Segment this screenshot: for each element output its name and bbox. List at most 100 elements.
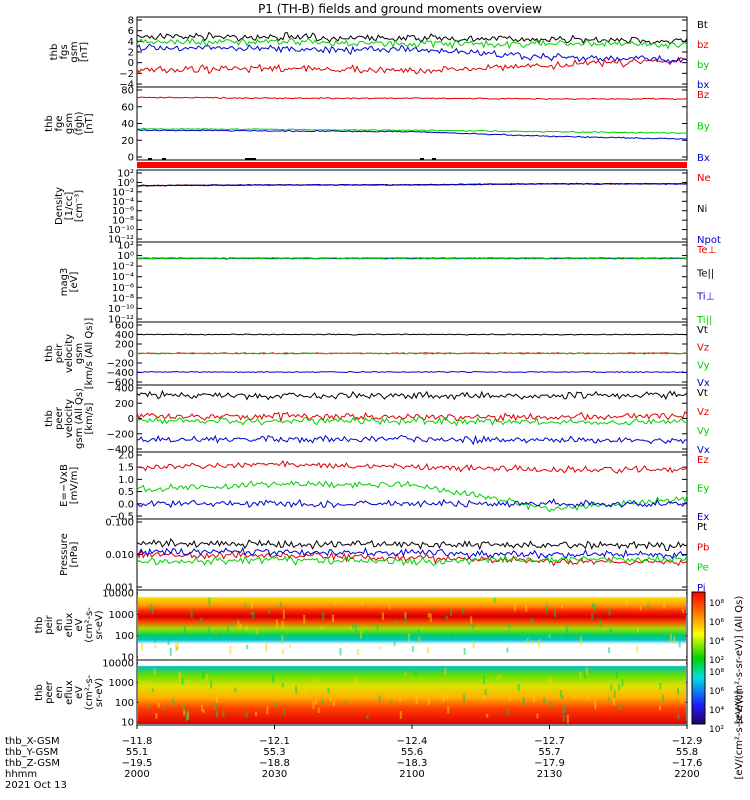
ion_spec-speckle — [176, 646, 179, 651]
ion_spec-speckle — [451, 632, 454, 641]
elec_spec-ylabel: thb — [34, 684, 45, 701]
ion_spec-speckle — [237, 620, 240, 629]
elec_spec-ylabel: peer — [44, 680, 55, 704]
elec_spec-speckle — [486, 713, 489, 718]
elec_spec-speckle — [561, 695, 564, 700]
fgs-ytick-label: 2 — [128, 48, 134, 59]
ion_spec-speckle — [232, 620, 235, 626]
elec_spec-speckle — [266, 706, 269, 715]
bottom-tick-value: −11.8 — [122, 736, 153, 747]
elec_spec-speckle — [304, 688, 307, 695]
density-ylabel: [cm⁻³] — [74, 190, 85, 222]
bottom-tick-value: −12.4 — [397, 736, 428, 747]
ve-legend-0: Vt — [697, 388, 708, 399]
temp-ylabel: [eV] — [69, 272, 80, 293]
fge-ytick-label: 80 — [121, 86, 134, 97]
bottom-tick-value: −12.1 — [259, 736, 290, 747]
elec_spec-speckle — [506, 708, 509, 716]
colorbar-label: [eV/(cm²-s-sr-eV)] (All Qs) — [734, 596, 745, 725]
ion_spec-speckle — [282, 609, 285, 619]
elec_spec-speckle — [234, 687, 237, 692]
ion_spec-speckle — [281, 620, 284, 629]
ion_spec-ylabel: eflux — [64, 613, 75, 638]
elec_spec-speckle — [524, 689, 527, 695]
ion_spec-speckle — [388, 603, 391, 610]
temp-ytick-label: 10⁻⁶ — [112, 283, 134, 294]
elec_spec-speckle — [185, 712, 188, 722]
ion_spec-speckle — [565, 625, 568, 632]
ion_spec-speckle — [142, 601, 145, 606]
elec_spec-speckle — [155, 712, 158, 719]
elec_spec-speckle — [613, 698, 616, 706]
elec_spec-spectrogram — [138, 661, 686, 724]
bottom-tick-value: −12.9 — [672, 736, 703, 747]
ion_spec-speckle — [177, 642, 180, 648]
ion_spec-ylabel: sr-eV) — [94, 610, 105, 639]
ion_spec-speckle — [682, 609, 685, 613]
ion_spec-speckle — [354, 624, 357, 632]
elec_spec-speckle — [183, 709, 186, 716]
ion_spec-speckle — [545, 603, 548, 613]
fgs-ylabel: thb — [49, 44, 60, 61]
elec_spec-speckle — [182, 704, 185, 712]
ion_spec-speckle — [513, 603, 516, 612]
ion_spec-speckle — [239, 623, 242, 629]
bottom-tick-value: 55.6 — [401, 747, 423, 758]
pressure-ytick-label: 0.001 — [105, 583, 134, 594]
bottom-tick-value: 55.7 — [538, 747, 560, 758]
elec_spec-speckle — [171, 698, 174, 706]
elec_spec-speckle — [331, 685, 334, 691]
elec_spec-speckle — [536, 713, 539, 719]
density-legend-0: Ne — [697, 173, 711, 184]
ion_spec-speckle — [322, 611, 325, 621]
colorbar-tick-label: 10⁸ — [709, 668, 724, 678]
vi-ytick-label: 200 — [115, 340, 134, 351]
elec_spec-speckle — [659, 682, 662, 690]
bottom-tick-value: −12.7 — [534, 736, 565, 747]
elec_spec-speckle — [274, 701, 277, 709]
ion_spec-speckle — [151, 607, 154, 614]
ion_spec-speckle — [663, 602, 666, 609]
elec_spec-speckle — [517, 684, 520, 692]
bottom-tick-value: 2100 — [399, 769, 424, 780]
elec_spec-speckle — [607, 697, 610, 702]
pressure-legend-3: Pi — [697, 583, 706, 594]
ion_spec-speckle — [411, 645, 414, 653]
elec_spec-speckle — [202, 709, 205, 713]
elec_spec-speckle — [658, 705, 661, 711]
flag-mark — [148, 158, 152, 160]
vi-legend-2: Vy — [697, 360, 710, 371]
panel-fge: 80 60 40 20 0 thb fge gsm (fgh) [nT] Bz By Bx — [44, 86, 710, 165]
elec_spec-speckle — [178, 671, 181, 677]
ion_spec-speckle — [154, 634, 157, 643]
efield-ytick-label: 1.0 — [118, 475, 134, 486]
colorbar-tick-label: 10⁴ — [709, 706, 724, 716]
elec_spec-speckle — [163, 706, 166, 711]
density-ytick-label: 10⁻¹⁰ — [108, 225, 134, 236]
fgs-series-bz — [136, 56, 688, 75]
ion_spec-speckle — [639, 605, 642, 611]
elec_spec-speckle — [389, 700, 392, 705]
ion_spec-speckle — [360, 630, 363, 639]
fge-ylabel: (fgh) — [74, 111, 85, 135]
bottom-date: 2021 Oct 13 — [5, 780, 67, 791]
temp-frame — [136, 241, 688, 323]
ion_spec-speckle — [303, 614, 306, 624]
density-ytick-label: 10⁻⁸ — [112, 216, 134, 227]
elec_spec-speckle — [222, 711, 225, 717]
elec_spec-speckle — [404, 671, 407, 677]
ion_spec-speckle — [320, 625, 323, 630]
elec_spec-speckle — [255, 711, 258, 716]
elec_spec-ytick-label: 100 — [115, 698, 134, 709]
ion_spec-speckle — [282, 649, 285, 655]
pressure-ytick-label: 0.010 — [105, 550, 134, 561]
ion_spec-speckle — [427, 613, 430, 618]
fgs-series-by — [136, 37, 688, 50]
elec_spec-speckle — [579, 671, 582, 678]
elec_spec-speckle — [317, 707, 320, 713]
ve-ylabel: thb — [44, 410, 55, 427]
ion_spec-speckle — [208, 626, 211, 635]
colorbar-tick-label: 10² — [709, 656, 724, 666]
elec_spec-speckle — [442, 693, 445, 702]
